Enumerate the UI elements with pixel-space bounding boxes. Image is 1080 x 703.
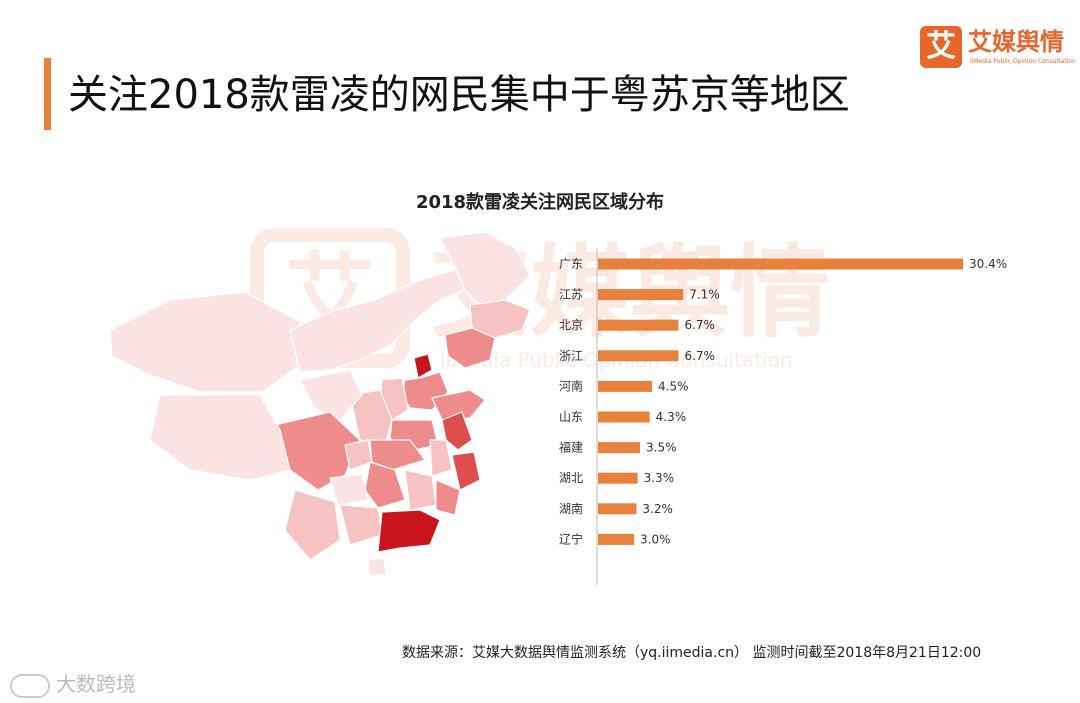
logo-subtitle: iiMedia Public Opinion Consultation xyxy=(970,58,1076,65)
corner-watermark: 大数跨境 xyxy=(10,668,136,698)
weibo-icon xyxy=(10,673,50,698)
bar-湖北 xyxy=(598,472,638,484)
category-label: 江苏 xyxy=(559,288,583,302)
bar-北京 xyxy=(598,319,679,331)
category-label: 福建 xyxy=(559,440,583,455)
category-label: 浙江 xyxy=(559,349,583,363)
page-title: 关注2018款雷凌的网民集中于粤苏京等地区 xyxy=(68,72,850,118)
region-inner-mongolia xyxy=(289,269,477,373)
region-anhui xyxy=(429,439,453,477)
category-label: 河南 xyxy=(559,378,583,393)
bar-河南 xyxy=(598,380,653,392)
value-label: 4.5% xyxy=(658,379,689,393)
bar-福建 xyxy=(598,442,641,454)
bar-辽宁 xyxy=(598,533,635,545)
region-hubei xyxy=(369,439,426,471)
category-label: 广东 xyxy=(559,257,583,271)
value-label: 6.7% xyxy=(684,349,715,363)
region-xizang xyxy=(149,394,291,481)
value-label: 3.2% xyxy=(642,502,673,516)
region-hainan xyxy=(367,557,387,577)
value-label: 3.5% xyxy=(646,441,677,455)
logo-name: 艾媒舆情 xyxy=(968,28,1064,56)
region-hunan xyxy=(364,461,406,509)
region-jiangsu xyxy=(441,411,473,451)
region-guangdong xyxy=(377,509,441,553)
category-label: 湖北 xyxy=(559,470,583,485)
bar-江苏 xyxy=(598,289,684,301)
region-xinjiang xyxy=(109,291,301,393)
region-shaanxi xyxy=(349,389,393,446)
region-beijing xyxy=(413,353,433,379)
region-fujian xyxy=(435,479,461,516)
chart-title: 2018款雷凌关注网民区域分布 xyxy=(415,192,665,213)
category-label: 北京 xyxy=(559,318,583,332)
region-zhejiang xyxy=(451,451,481,491)
bar-山东 xyxy=(598,411,650,423)
region-yunnan xyxy=(284,489,341,561)
value-label: 3.3% xyxy=(644,471,675,485)
category-label: 山东 xyxy=(559,410,583,424)
category-label: 辽宁 xyxy=(559,531,583,546)
category-label: 湖南 xyxy=(559,501,583,516)
region-shandong xyxy=(431,389,486,421)
value-label: 30.4% xyxy=(969,257,1007,271)
data-source-note: 数据来源：艾媒大数据舆情监测系统（yq.iimedia.cn） 监测时间截至20… xyxy=(402,645,982,661)
value-label: 4.3% xyxy=(656,410,687,424)
logo-icon: 艾 xyxy=(920,26,962,68)
brand-logo: 艾 艾媒舆情 iiMedia Public Opinion Consultati… xyxy=(920,26,1076,72)
value-label: 6.7% xyxy=(684,318,715,332)
region-guizhou xyxy=(329,473,369,506)
bar-广东 xyxy=(598,258,963,270)
title-accent-bar xyxy=(44,58,51,130)
value-label: 3.0% xyxy=(640,532,671,546)
region-liaoning xyxy=(444,327,496,369)
bar-浙江 xyxy=(598,350,679,362)
corner-text: 大数跨境 xyxy=(56,672,136,696)
value-label: 7.1% xyxy=(689,288,720,302)
bar-湖南 xyxy=(598,503,637,515)
region-gansu xyxy=(299,369,363,421)
